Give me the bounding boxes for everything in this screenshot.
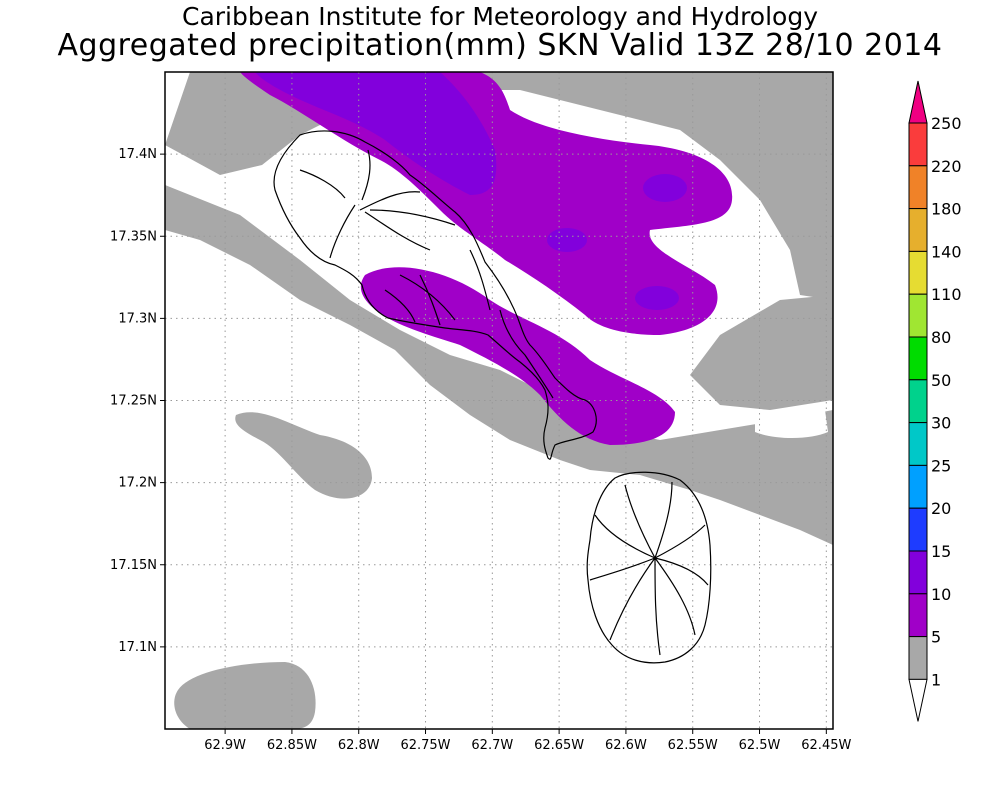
colorbar-swatch [908,379,928,424]
colorbar-swatch [908,250,928,295]
colorbar-bottom-arrow [908,678,928,722]
colorbar-level-label: 10 [931,585,951,604]
precip-band-1-5 [174,662,316,729]
precip-band-1-5 [235,412,372,499]
map-gridlines [165,72,833,729]
precipitation-field [165,72,833,729]
lat-tick-label: 17.3N [118,311,157,326]
colorbar-legend: 250 220 180 140 110 80 50 30 25 20 15 10 5 1 [908,80,962,722]
colorbar-swatch [908,293,928,338]
colorbar-swatch [908,507,928,552]
island-st-kitts [273,130,597,460]
colorbar-swatch [908,165,928,210]
lon-tick-label: 62.5W [739,738,781,753]
colorbar-level-label: 140 [931,242,962,261]
colorbar-swatch [908,550,928,595]
colorbar-level-label: 1 [931,670,941,689]
lat-tick-label: 17.2N [118,476,157,491]
lon-tick-label: 62.7W [471,738,513,753]
colorbar-level-label: 20 [931,499,951,518]
precip-band-10-15 [547,228,587,252]
precip-band-1-5 [165,72,833,300]
colorbar-level-label: 50 [931,371,951,390]
colorbar-swatch [908,122,928,167]
lat-tick-label: 17.1N [118,640,157,655]
precip-band-1-5 [690,295,833,410]
lon-tick-label: 62.8W [338,738,380,753]
lon-tick-label: 62.6W [605,738,647,753]
precip-band-1-5 [165,185,833,545]
colorbar-swatch [908,422,928,466]
colorbar-swatch [908,336,928,381]
lon-tick-label: 62.85W [267,738,317,753]
colorbar-level-label: 250 [931,114,962,133]
colorbar-top-arrow [908,80,928,124]
lat-tick-label: 17.35N [110,229,157,244]
lon-tick-label: 62.45W [801,738,851,753]
colorbar-swatch [908,208,928,252]
lon-tick-label: 62.55W [668,738,718,753]
colorbar-swatch [908,636,928,680]
colorbar-swatch [908,593,928,638]
longitude-axis: 62.9W 62.85W 62.8W 62.75W 62.7W 62.65W 62.6W 62… [204,729,851,753]
latitude-axis: 17.4N 17.35N 17.3N 17.25N 17.2N 17.15N 17.1N [110,147,165,655]
lon-tick-label: 62.75W [400,738,450,753]
colorbar-swatch [908,464,928,509]
island-nevis [586,471,712,664]
precip-band-5-10 [240,72,733,335]
precip-band-10-15 [643,174,687,202]
lon-tick-label: 62.9W [204,738,246,753]
lat-tick-label: 17.15N [110,558,157,573]
colorbar-level-label: 110 [931,285,962,304]
chart-title: Caribbean Institute for Meteorology and … [182,2,818,31]
colorbar-level-label: 220 [931,157,962,176]
colorbar-level-label: 80 [931,328,951,347]
precip-band-5-10 [360,267,675,445]
colorbar-level-label: 5 [931,628,941,647]
lat-tick-label: 17.25N [110,394,157,409]
precip-band-10-15 [255,72,497,195]
colorbar-level-label: 180 [931,200,962,219]
colorbar-level-label: 15 [931,542,951,561]
precip-band-10-15 [635,286,679,310]
colorbar-level-label: 30 [931,414,951,433]
lon-tick-label: 62.65W [534,738,584,753]
chart-subtitle: Aggregated precipitation(mm) SKN Valid 1… [57,28,943,63]
no-rain-patch [755,407,828,438]
lat-tick-label: 17.4N [118,147,157,162]
colorbar-level-label: 25 [931,456,951,475]
